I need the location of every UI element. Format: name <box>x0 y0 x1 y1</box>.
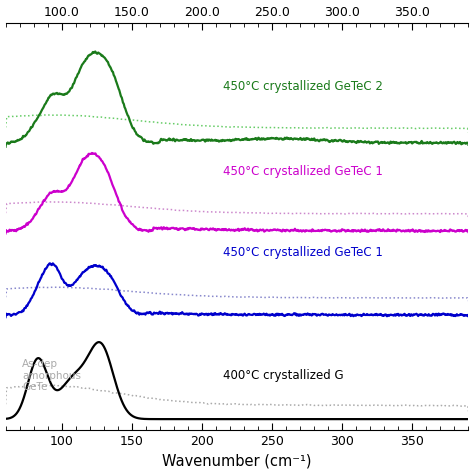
Text: 450°C crystallized GeTeC 1: 450°C crystallized GeTeC 1 <box>223 246 383 259</box>
Text: 400°C crystallized G: 400°C crystallized G <box>223 369 344 382</box>
Text: 450°C crystallized GeTeC 2: 450°C crystallized GeTeC 2 <box>223 80 383 93</box>
X-axis label: Wavenumber (cm⁻¹): Wavenumber (cm⁻¹) <box>162 454 312 468</box>
Text: 450°C crystallized GeTeC 1: 450°C crystallized GeTeC 1 <box>223 165 383 178</box>
Text: As-dep
amorphous
GeTe: As-dep amorphous GeTe <box>22 359 82 392</box>
